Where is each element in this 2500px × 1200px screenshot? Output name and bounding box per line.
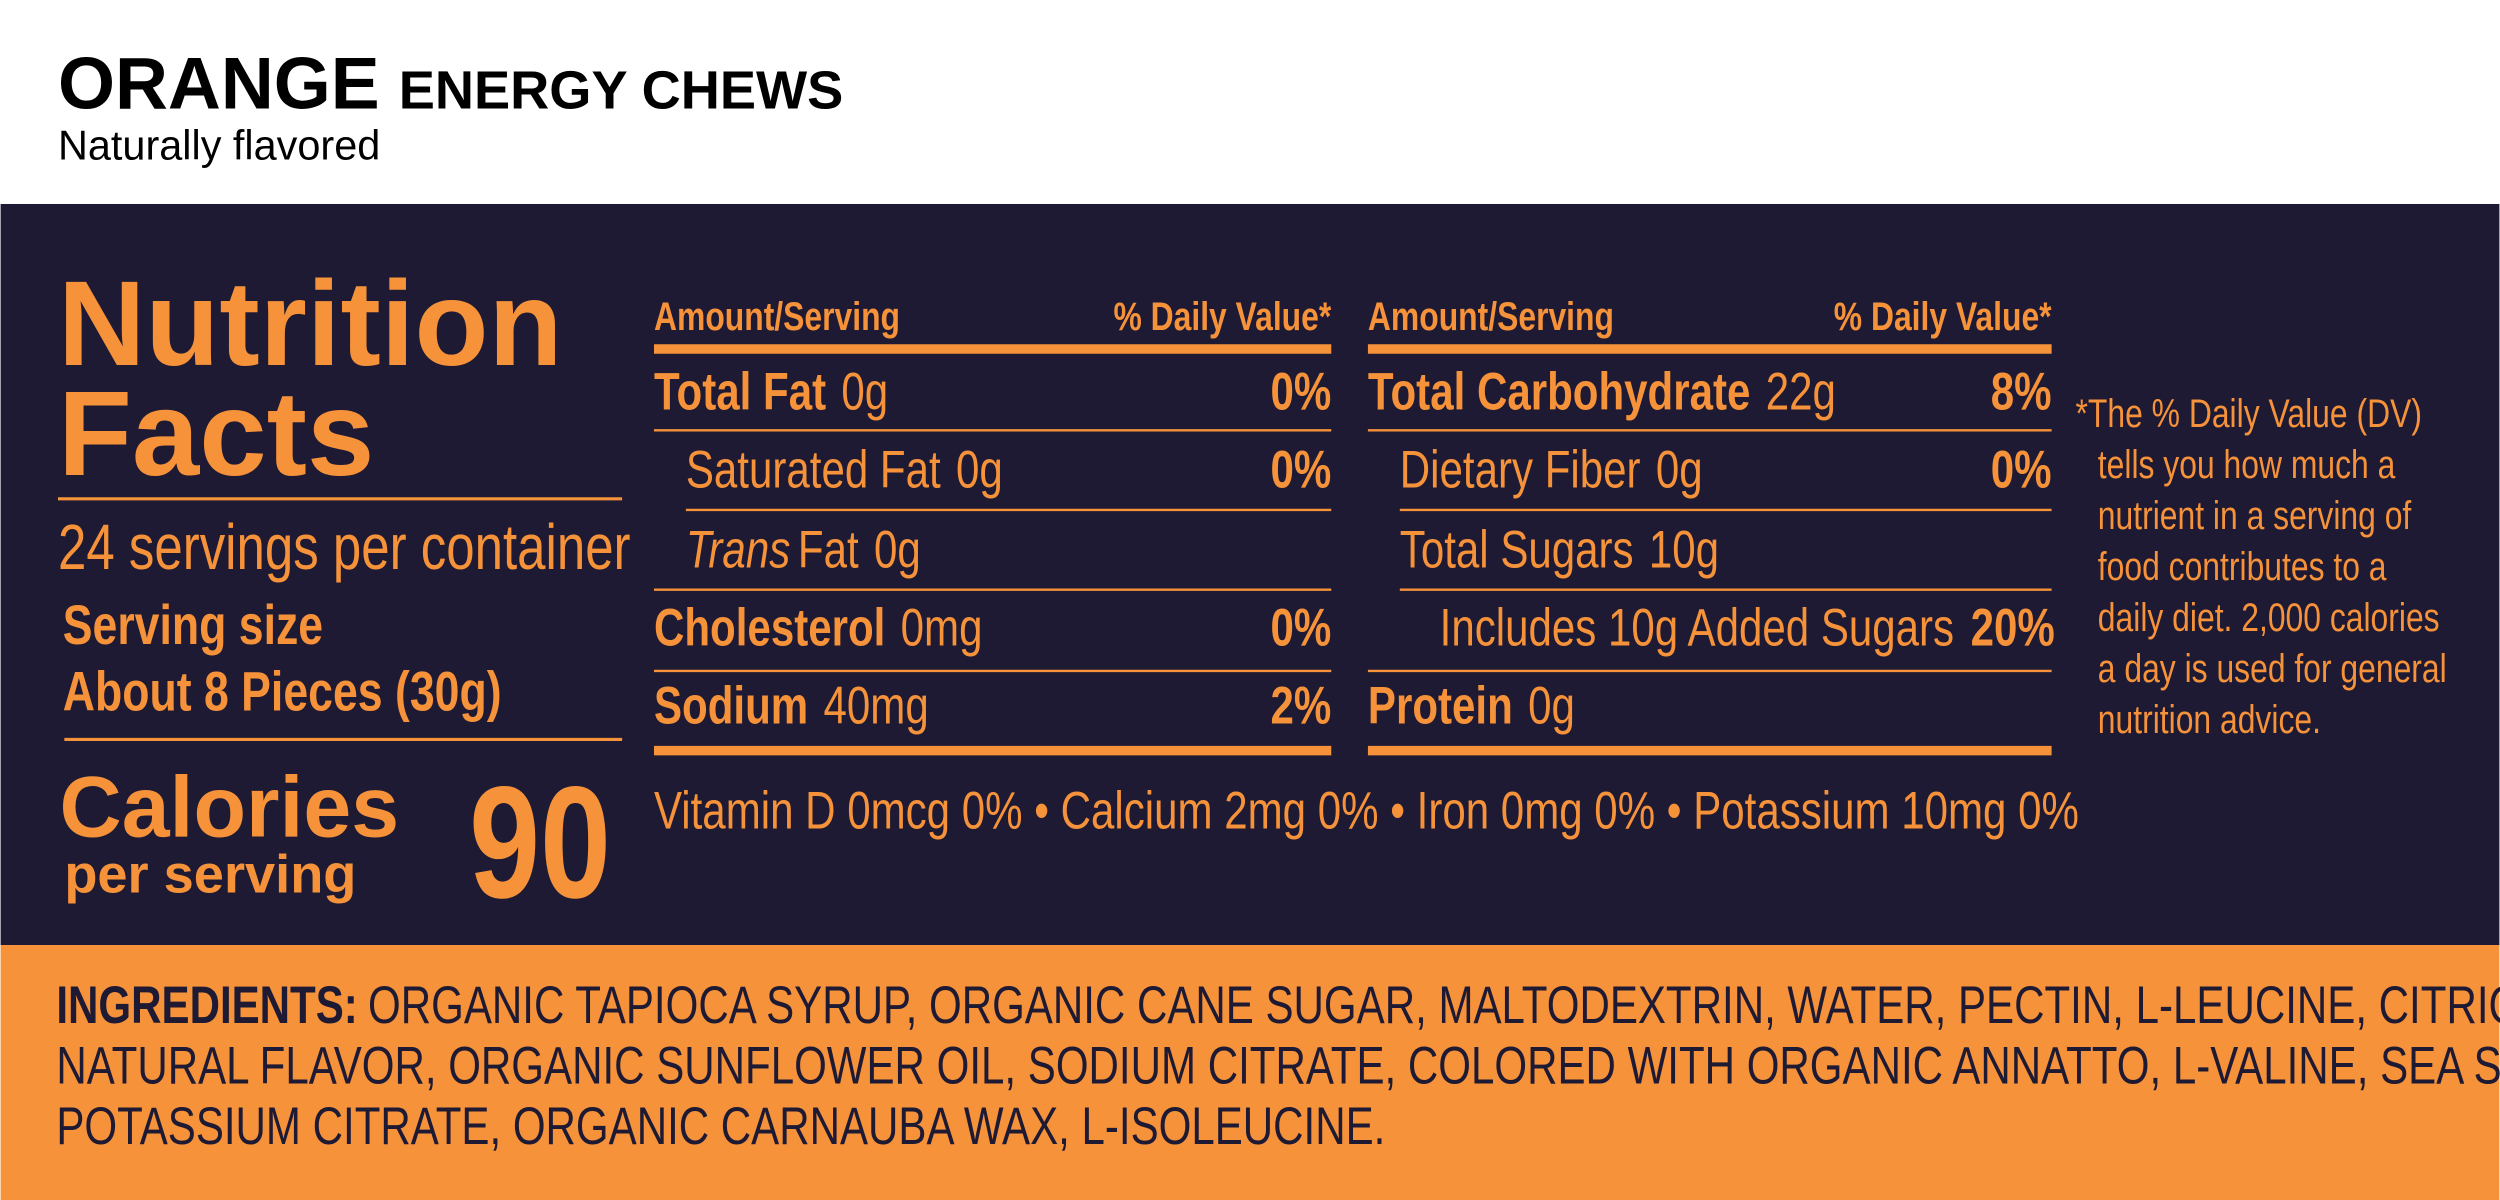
nutrient: Saturated Fat 0g: [686, 441, 1003, 500]
nutrient-name: Includes 10g Added Sugars: [1440, 599, 1954, 658]
brand: ORANGE: [58, 42, 380, 124]
nutrient-name: Dietary Fiber: [1400, 441, 1641, 500]
calories-sub: per serving: [64, 844, 356, 904]
column-header: Amount/Serving: [654, 293, 900, 338]
daily-value: 0%: [1270, 599, 1331, 658]
ingredients-line: ORGANIC TAPIOCA SYRUP, ORGANIC CANE SUGA…: [368, 977, 2500, 1036]
vitamins: Vitamin D 0mcg 0% • Calcium 2mg 0% • Iro…: [654, 782, 2079, 841]
ingredients: NATURAL FLAVOR, ORGANIC SUNFLOWER OIL, S…: [56, 1037, 2500, 1096]
nutrient: Dietary Fiber 0g: [1400, 441, 1703, 500]
nutrient: Sodium 40mg: [654, 677, 929, 736]
header-band: [0, 0, 2500, 204]
nutrient-name: Sodium: [654, 677, 808, 736]
nutrient: Total Sugars 10g: [1400, 521, 1719, 580]
nutrient-amount: 10g: [1649, 521, 1719, 580]
nutrient: Protein 0g: [1368, 677, 1575, 736]
ingredients: INGREDIENTS: ORGANIC TAPIOCA SYRUP, ORGAN…: [56, 977, 2500, 1036]
nutrient-name: Cholesterol: [654, 599, 885, 658]
nutrient-name: Total Fat: [654, 363, 826, 422]
plain-text: ORANGE ENERGY CHEWS Naturally flavored Nutr…: [58, 42, 843, 904]
footnote: *The % Daily Value (DV): [2075, 391, 2421, 436]
footnote: daily diet. 2,000 calories: [2098, 595, 2440, 640]
calories: 90: [469, 753, 611, 932]
facts-band: [0, 203, 2500, 946]
nutrient-amount: 40mg: [824, 677, 929, 736]
serving-size-label: Serving size: [63, 593, 323, 656]
daily-value: 0%: [1270, 441, 1331, 500]
nutrient-amount: 0g: [841, 363, 888, 422]
daily-value: 2%: [1270, 677, 1331, 736]
nutrient: Trans Fat 0g: [686, 521, 921, 580]
nutrient-amount: 0g: [1656, 441, 1703, 500]
ingredients-line: POTASSIUM CITRATE, ORGANIC CARNAUBA WAX,…: [56, 1098, 1385, 1157]
daily-value: 8%: [1991, 363, 2052, 422]
product: ENERGY CHEWS: [399, 60, 843, 120]
footnote: a day is used for general: [2098, 646, 2447, 691]
title: ORANGE ENERGY CHEWS: [58, 42, 843, 124]
column-header: % Daily Value*: [1113, 293, 1331, 338]
nutrient-name: Total Carbohydrate: [1368, 363, 1750, 422]
nutrient: Total Carbohydrate 22g: [1368, 363, 1836, 422]
column-header: Amount/Serving: [1368, 293, 1614, 338]
calories-label: Calories: [60, 760, 400, 856]
servings: 24 servings per container: [58, 513, 631, 584]
ingredients-label: INGREDIENTS:: [56, 977, 357, 1036]
footnote: nutrition advice.: [2098, 697, 2321, 742]
ingredients-line: NATURAL FLAVOR, ORGANIC SUNFLOWER OIL, S…: [56, 1037, 2500, 1096]
serving-size: About 8 Pieces (30g): [63, 660, 502, 723]
daily-value: 0%: [1991, 441, 2052, 500]
nutrient-amount: 22g: [1766, 363, 1836, 422]
nutrient-name: Fat: [798, 521, 859, 580]
facts-title: Nutrition: [58, 255, 563, 391]
nutrient-amount: 0g: [874, 521, 921, 580]
column-header: % Daily Value*: [1834, 293, 2052, 338]
nutrient: Total Fat 0g: [654, 363, 888, 422]
footnote: food contributes to a: [2098, 544, 2388, 589]
facts-title: Facts: [58, 365, 374, 501]
ingredients: POTASSIUM CITRATE, ORGANIC CARNAUBA WAX,…: [56, 1098, 1385, 1157]
subtitle: Naturally flavored: [58, 121, 380, 168]
footnote: nutrient in a serving of: [2098, 493, 2412, 538]
nutrient: Includes 10g Added Sugars: [1440, 599, 1954, 658]
daily-value: 20%: [1971, 599, 2055, 658]
nutrient: Cholesterol 0mg: [654, 599, 983, 658]
ingredients-band: [0, 945, 2500, 1200]
nutrient-amount: 0g: [1528, 677, 1575, 736]
nutrient-amount: 0g: [956, 441, 1003, 500]
daily-value: 0%: [1270, 363, 1331, 422]
condensed-text: 24 servings per container Serving sizeAbo…: [56, 293, 2500, 1156]
nutrient-name: Total Sugars: [1400, 521, 1634, 580]
nutrient-name: Saturated Fat: [686, 441, 941, 500]
nutrient-italic: Trans: [686, 521, 790, 580]
nutrient-name: Protein: [1368, 677, 1513, 736]
nutrient-amount: 0mg: [901, 599, 983, 658]
footnote: tells you how much a: [2098, 442, 2396, 487]
